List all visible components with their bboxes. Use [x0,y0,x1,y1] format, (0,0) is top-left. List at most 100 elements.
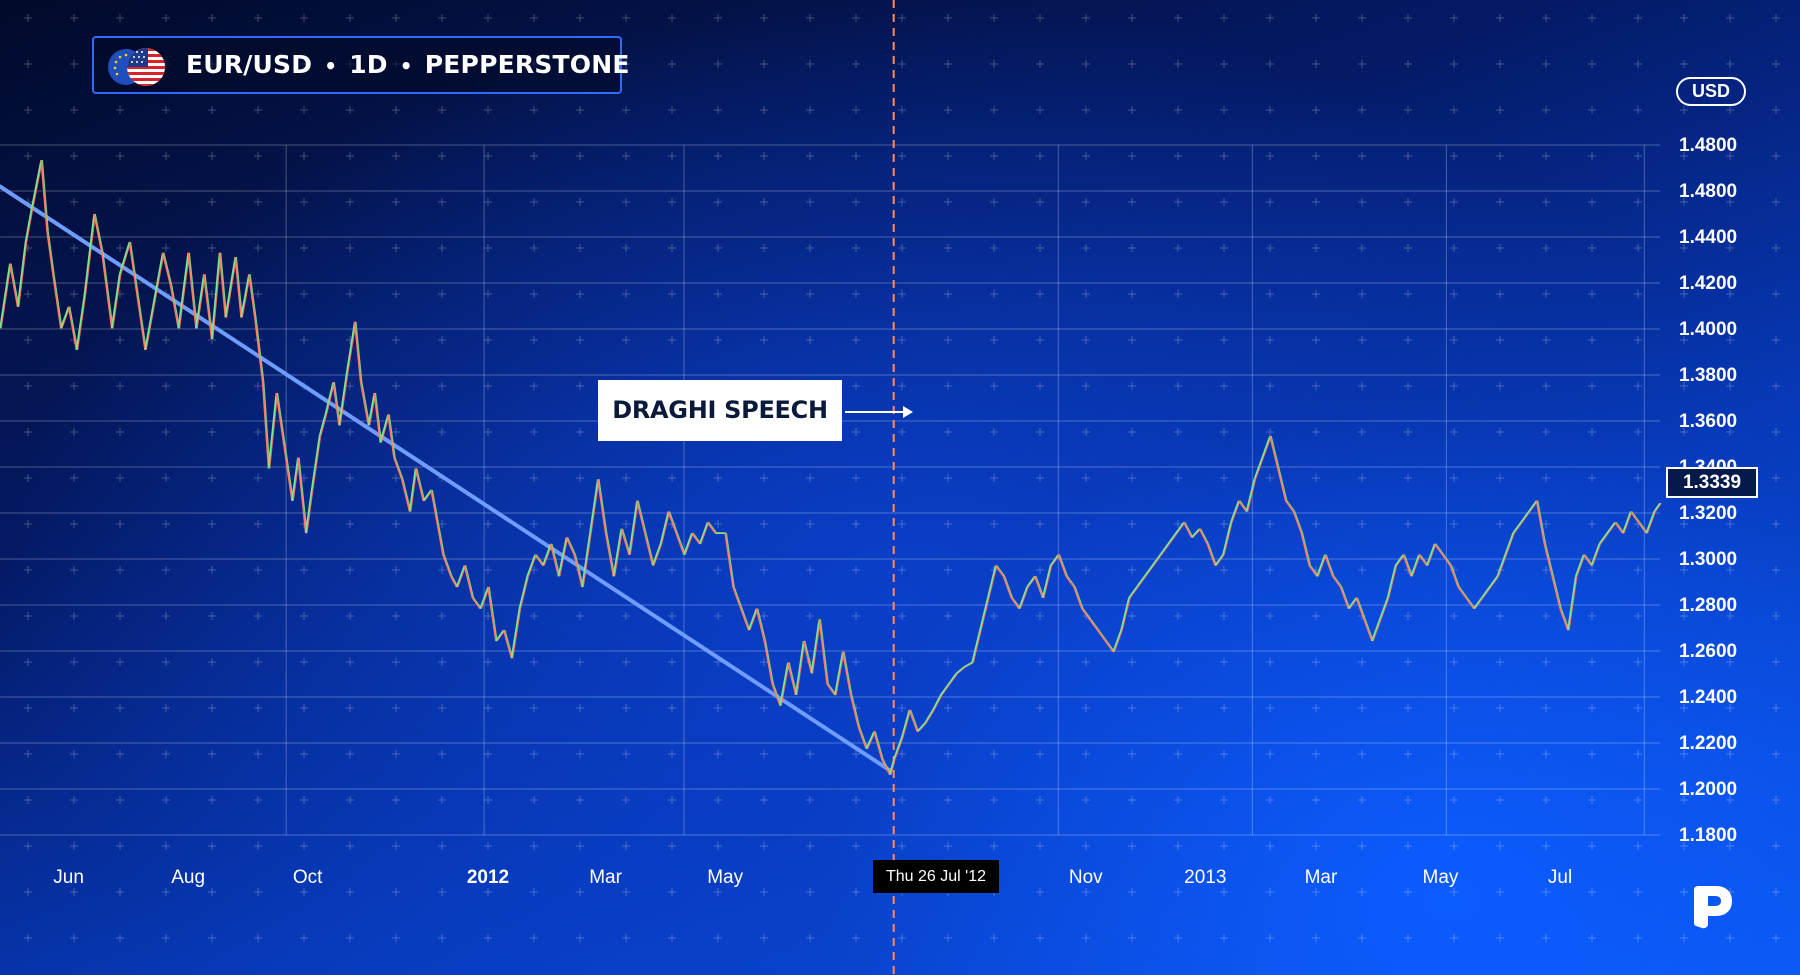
series-segment [487,586,497,642]
grid-cross-mark [1680,106,1688,114]
grid-cross-mark [1128,796,1136,804]
series-segment-shadow [68,306,79,350]
grid-cross-mark [1174,14,1182,22]
grid-cross-mark [1082,796,1090,804]
series-segment-shadow [437,522,445,555]
series-segment-shadow [276,392,286,447]
grid-cross-mark [1128,198,1136,206]
grid-cross-mark [1726,842,1734,850]
grid-crosshatch [24,14,1780,942]
series-segment [675,532,685,555]
grid-cross-mark [714,612,722,620]
grid-cross-mark [1404,888,1412,896]
grid-cross-mark [116,198,124,206]
series-segment [1175,521,1185,534]
grid-cross-mark [1174,704,1182,712]
series-segment-shadow [1207,543,1217,566]
crosshair-date-label: Thu 26 Jul '12 [873,860,999,893]
grid-cross-mark [1634,152,1642,160]
grid-cross-mark [898,474,906,482]
series-segment-shadow [374,392,383,443]
grid-cross-mark [346,750,354,758]
grid-cross-mark [484,566,492,574]
grid-cross-mark [116,934,124,942]
grid-cross-mark [162,152,170,160]
grid-cross-mark [898,14,906,22]
series-segment [1512,521,1522,534]
series-segment [495,629,505,642]
series-segment [1183,521,1193,538]
grid-cross-mark [530,244,538,252]
series-segment-shadow [1215,554,1225,566]
grid-cross-mark [1450,244,1458,252]
grid-cross-mark [1358,14,1366,22]
grid-cross-mark [1772,474,1780,482]
series-segment-shadow [1293,511,1304,534]
grid-cross-mark [760,658,768,666]
grid-cross-mark [392,428,400,436]
series-segment [24,209,33,243]
grid-cross-mark [898,60,906,68]
grid-cross-mark [162,566,170,574]
grid-cross-mark [1266,336,1274,344]
series-segment-shadow [645,532,655,566]
series-segment [367,392,376,426]
grid-cross-mark [530,934,538,942]
series-segment-shadow [901,709,912,739]
grid-cross-mark [1772,796,1780,804]
grid-cross-mark [1772,612,1780,620]
grid-cross-mark [1772,290,1780,298]
x-tick-label: May [707,867,743,888]
grid-cross-mark [1680,60,1688,68]
grid-cross-mark [1588,658,1596,666]
series-segment [740,608,750,631]
series-segment [818,619,828,685]
symbol-header[interactable]: EUR/USD • 1D • PEPPERSTONE [92,36,629,94]
grid-cross-mark [1220,336,1228,344]
grid-cross-mark [1082,520,1090,528]
currency-badge[interactable]: USD [1676,77,1746,106]
series-segment-shadow [360,382,371,426]
grid-cross-mark [576,520,584,528]
series-segment-shadow [948,672,959,685]
grid-cross-mark [1174,520,1182,528]
grid-cross-mark [806,842,814,850]
grid-cross-mark [990,244,998,252]
series-segment-shadow [1646,511,1656,534]
grid-cross-mark [806,14,814,22]
grid-cross-mark [1496,842,1504,850]
grid-cross-mark [438,750,446,758]
grid-cross-mark [484,336,492,344]
series-segment-shadow [1411,554,1421,577]
grid-cross-mark [162,888,170,896]
series-segment [873,731,883,760]
grid-cross-mark [576,244,584,252]
grid-cross-mark [1128,382,1136,390]
grid-cross-mark [1404,612,1412,620]
grid-cross-mark [576,336,584,344]
series-segment [1504,532,1514,555]
series-segment [1112,629,1122,652]
x-axis-ticks: Jun Aug Oct 2012 Mar May Nov 2013 Mar May Jul [53,867,1572,888]
series-segment-shadow [1442,554,1452,566]
grid-cross-mark [254,566,262,574]
grid-cross-mark [254,796,262,804]
grid-cross-mark [70,888,78,896]
grid-cross-mark [1082,934,1090,942]
grid-cross-mark [622,106,630,114]
grid-cross-mark [1174,658,1182,666]
grid-cross-mark [162,520,170,528]
grid-cross-mark [346,14,354,22]
series-segment [542,543,552,566]
grid-cross-mark [622,336,630,344]
grid-cross-mark [438,520,446,528]
x-tick-label: Mar [1305,867,1338,888]
series-segment [724,533,734,588]
series-segment-shadow [388,414,396,458]
grid-cross-mark [1496,796,1504,804]
grid-cross-mark [1726,14,1734,22]
grid-cross-mark [760,520,768,528]
series-segment [1081,608,1091,620]
grid-cross-mark [70,796,78,804]
